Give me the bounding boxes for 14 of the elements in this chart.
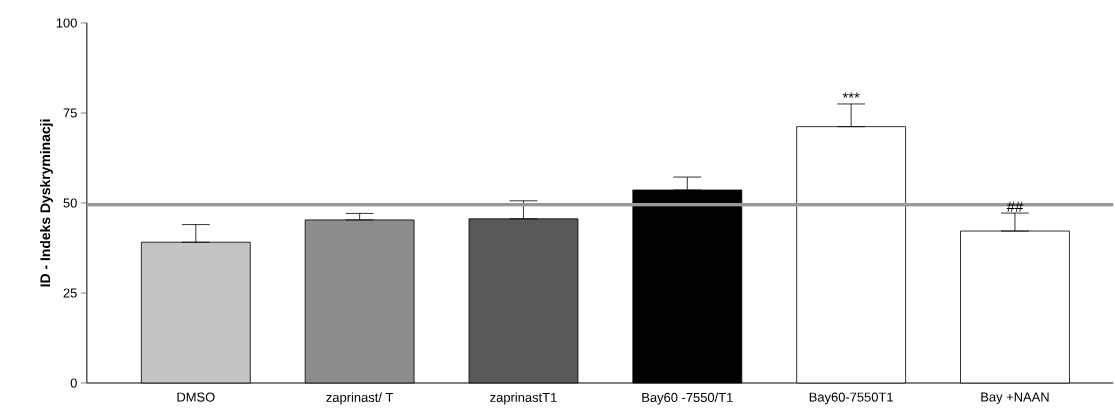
y-tick-label: 0 — [70, 378, 77, 388]
x-tick-label: zaprinastT1 — [490, 392, 557, 405]
x-tick-label: Bay +NAAN — [981, 392, 1049, 404]
y-tick-label: 50 — [63, 198, 77, 208]
x-tick-label: DMSO — [177, 392, 215, 402]
annotation: *** — [842, 92, 860, 98]
y-tick-label: 100 — [56, 18, 77, 28]
y-axis-title: ID - Indeks Dyskryminacji — [39, 119, 53, 287]
x-tick-label: Bay60-7550T1 — [809, 392, 893, 405]
annotation: ## — [1006, 201, 1024, 212]
y-tick-label: 25 — [63, 288, 77, 298]
x-tick-label: zaprinast/ T — [326, 392, 394, 405]
y-tick-label: 75 — [63, 108, 77, 118]
x-tick-label: Bay60 -7550/T1 — [642, 392, 733, 405]
